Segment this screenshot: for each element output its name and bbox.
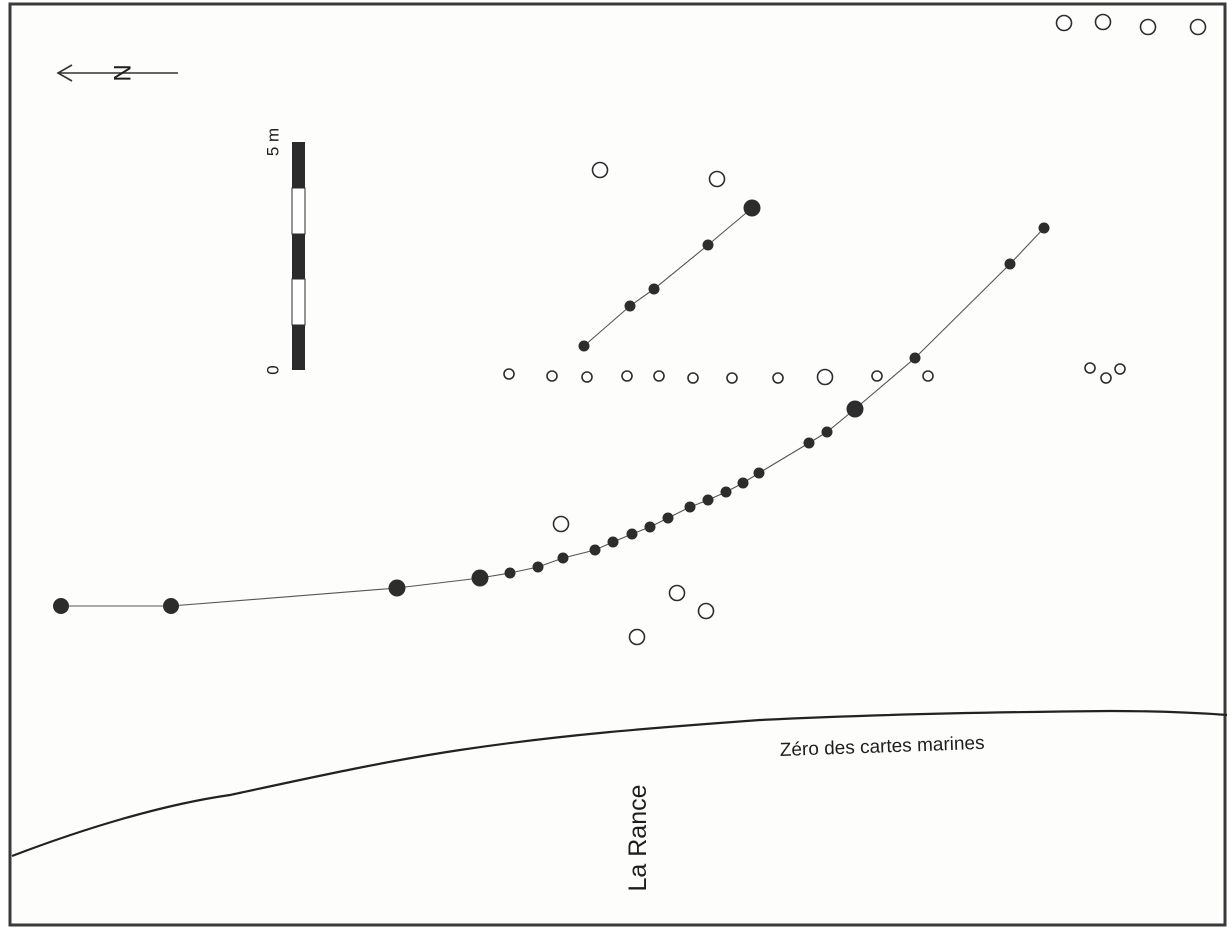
- post-filled-circle-icon: [590, 545, 601, 556]
- post-filled-circle-icon: [579, 341, 590, 352]
- post-open-circle-icon: [923, 371, 933, 381]
- post-open-circle-icon: [818, 370, 833, 385]
- post-open-circle-icon: [1096, 15, 1111, 30]
- post-open-circle-icon: [872, 371, 882, 381]
- post-filled-circle-icon: [703, 495, 714, 506]
- post-filled-circle-icon: [910, 353, 921, 364]
- post-open-circle-icon: [554, 517, 569, 532]
- post-open-circle-icon: [1057, 16, 1072, 31]
- post-filled-circle-icon: [703, 240, 714, 251]
- post-filled-circle-icon: [627, 529, 638, 540]
- post-open-circle-icon: [504, 369, 514, 379]
- post-filled-circle-icon: [389, 580, 406, 597]
- post-filled-circle-icon: [558, 553, 569, 564]
- post-open-circle-icon: [1085, 363, 1095, 373]
- post-open-circle-icon: [593, 163, 608, 178]
- post-open-circle-icon: [727, 373, 737, 383]
- post-open-circle-icon: [547, 371, 557, 381]
- post-filled-circle-icon: [754, 468, 765, 479]
- post-filled-circle-icon: [649, 284, 660, 295]
- north-label: N: [110, 64, 137, 81]
- post-filled-circle-icon: [804, 438, 815, 449]
- post-filled-circle-icon: [1005, 259, 1016, 270]
- post-open-circle-icon: [710, 172, 725, 187]
- post-filled-circle-icon: [847, 401, 864, 418]
- post-filled-circle-icon: [645, 522, 656, 533]
- post-open-circle-icon: [654, 371, 664, 381]
- post-filled-circle-icon: [822, 427, 833, 438]
- post-open-circle-icon: [1141, 20, 1156, 35]
- post-filled-circle-icon: [738, 478, 749, 489]
- post-open-circle-icon: [1191, 20, 1206, 35]
- scale-segment: [292, 188, 305, 234]
- river-label: La Rance: [624, 784, 652, 891]
- map-frame: [10, 4, 1225, 925]
- scale-segment: [292, 142, 305, 188]
- post-open-circle-icon: [688, 373, 698, 383]
- post-filled-circle-icon: [744, 200, 761, 217]
- post-open-circle-icon: [582, 372, 592, 382]
- scale-segment: [292, 234, 305, 279]
- post-filled-circle-icon: [53, 598, 69, 614]
- post-filled-circle-icon: [472, 570, 489, 587]
- post-open-circle-icon: [622, 371, 632, 381]
- post-open-circle-icon: [773, 373, 783, 383]
- scale-max-label: 5 m: [264, 128, 283, 156]
- post-filled-circle-icon: [685, 502, 696, 513]
- post-open-circle-icon: [1115, 364, 1125, 374]
- post-filled-circle-icon: [625, 301, 636, 312]
- post-open-circle-icon: [630, 630, 645, 645]
- post-filled-circle-icon: [721, 487, 732, 498]
- post-filled-circle-icon: [608, 537, 619, 548]
- post-open-circle-icon: [699, 604, 714, 619]
- scale-min-label: 0: [264, 365, 283, 374]
- post-open-circle-icon: [1101, 373, 1111, 383]
- post-filled-circle-icon: [163, 598, 179, 614]
- scale-segment: [292, 325, 305, 370]
- post-filled-circle-icon: [533, 562, 544, 573]
- scale-segment: [292, 279, 305, 325]
- post-filled-circle-icon: [1039, 223, 1050, 234]
- post-open-circle-icon: [670, 586, 685, 601]
- post-filled-circle-icon: [663, 513, 674, 524]
- post-filled-circle-icon: [505, 568, 516, 579]
